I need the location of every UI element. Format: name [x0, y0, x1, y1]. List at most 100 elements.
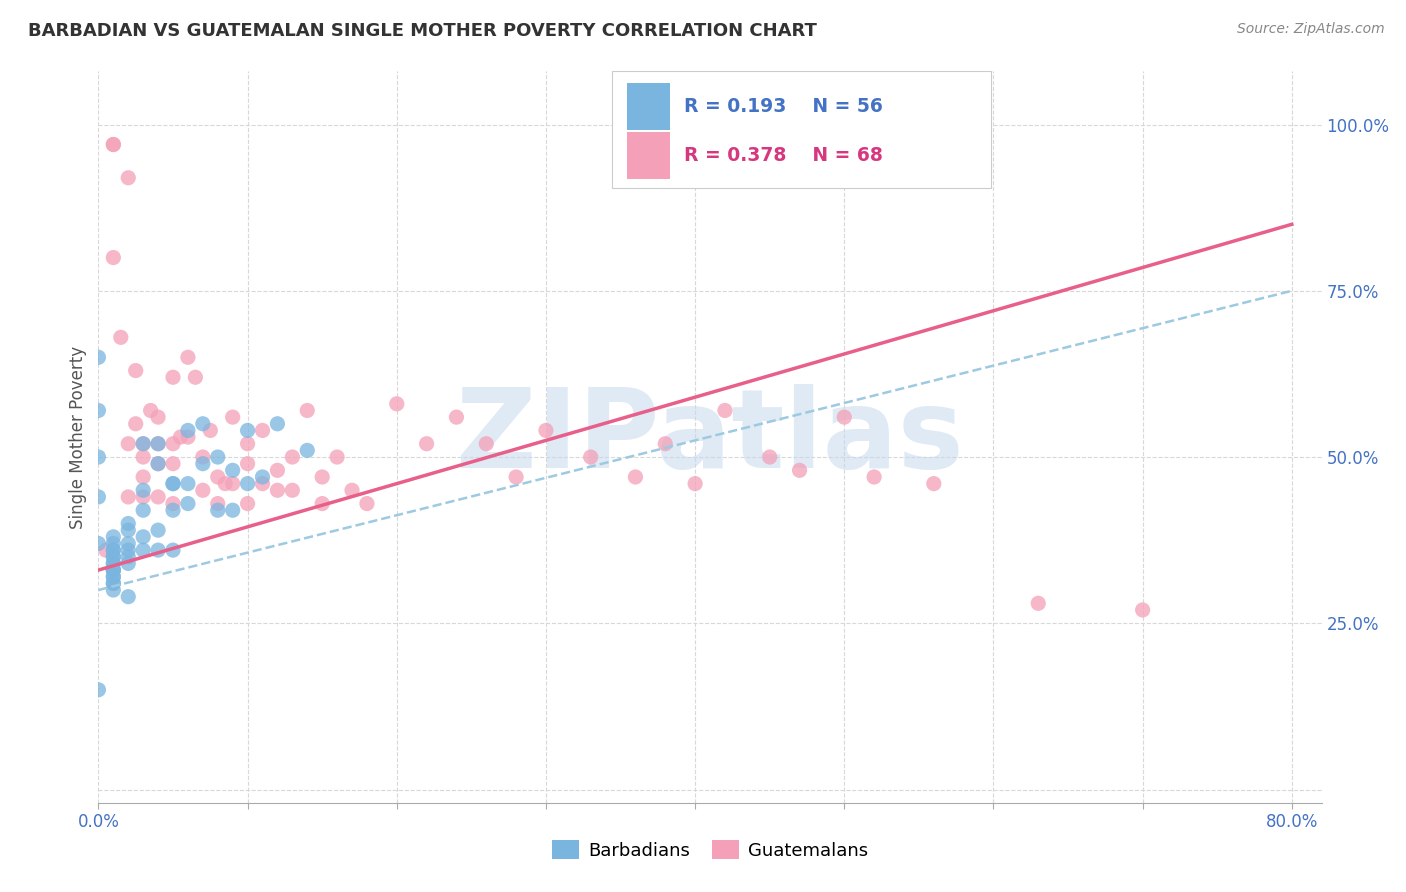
Point	[87, 536, 110, 550]
Text: BARBADIAN VS GUATEMALAN SINGLE MOTHER POVERTY CORRELATION CHART: BARBADIAN VS GUATEMALAN SINGLE MOTHER PO…	[28, 22, 817, 40]
Point	[281, 450, 304, 464]
Point	[103, 576, 125, 591]
Point	[297, 403, 319, 417]
Point	[103, 536, 125, 550]
Point	[132, 490, 155, 504]
Point	[103, 530, 125, 544]
Point	[117, 557, 139, 571]
Point	[146, 457, 169, 471]
Point	[103, 251, 125, 265]
Point	[103, 563, 125, 577]
Point	[162, 503, 184, 517]
Point	[117, 436, 139, 450]
Point	[103, 557, 125, 571]
Point	[162, 457, 184, 471]
Point	[117, 536, 139, 550]
Y-axis label: Single Mother Poverty: Single Mother Poverty	[69, 345, 87, 529]
Point	[162, 497, 184, 511]
Point	[132, 543, 155, 558]
Point	[103, 563, 125, 577]
Point	[683, 476, 706, 491]
Point	[103, 137, 125, 152]
Point	[191, 483, 214, 498]
Point	[177, 497, 200, 511]
Point	[297, 443, 319, 458]
Text: ZIPatlas: ZIPatlas	[456, 384, 965, 491]
Point	[221, 410, 243, 425]
FancyBboxPatch shape	[612, 71, 991, 188]
Point	[169, 430, 191, 444]
Point	[863, 470, 886, 484]
Point	[579, 450, 602, 464]
Point	[236, 476, 259, 491]
Point	[654, 436, 676, 450]
Legend: Barbadians, Guatemalans: Barbadians, Guatemalans	[546, 833, 875, 867]
Point	[177, 430, 200, 444]
Point	[146, 436, 169, 450]
Point	[385, 397, 408, 411]
Point	[139, 403, 162, 417]
Point	[266, 483, 288, 498]
Text: R = 0.193    N = 56: R = 0.193 N = 56	[685, 97, 883, 116]
Point	[236, 457, 259, 471]
Point	[252, 476, 274, 491]
Point	[177, 351, 200, 365]
Point	[177, 476, 200, 491]
Point	[87, 403, 110, 417]
Point	[162, 476, 184, 491]
Point	[117, 170, 139, 185]
Point	[103, 563, 125, 577]
Point	[200, 424, 222, 438]
Point	[132, 483, 155, 498]
Point	[758, 450, 780, 464]
Point	[311, 470, 333, 484]
Point	[252, 470, 274, 484]
Point	[132, 450, 155, 464]
Point	[87, 450, 110, 464]
Point	[125, 417, 148, 431]
Point	[132, 530, 155, 544]
Point	[252, 424, 274, 438]
Point	[415, 436, 437, 450]
Point	[146, 543, 169, 558]
FancyBboxPatch shape	[627, 83, 669, 130]
Point	[236, 424, 259, 438]
Point	[103, 582, 125, 597]
Point	[221, 463, 243, 477]
Point	[117, 523, 139, 537]
Point	[103, 137, 125, 152]
Point	[110, 330, 132, 344]
Point	[87, 490, 110, 504]
Point	[311, 497, 333, 511]
Point	[103, 570, 125, 584]
Point	[103, 549, 125, 564]
Point	[221, 476, 243, 491]
Point	[146, 457, 169, 471]
Point	[191, 450, 214, 464]
Point	[117, 516, 139, 531]
Point	[207, 503, 229, 517]
Point	[117, 490, 139, 504]
Point	[146, 436, 169, 450]
Point	[281, 483, 304, 498]
Text: Source: ZipAtlas.com: Source: ZipAtlas.com	[1237, 22, 1385, 37]
Point	[87, 682, 110, 697]
Point	[1026, 596, 1049, 610]
Point	[117, 549, 139, 564]
Point	[184, 370, 207, 384]
Point	[207, 470, 229, 484]
Point	[132, 503, 155, 517]
Point	[191, 417, 214, 431]
Point	[832, 410, 855, 425]
Point	[207, 450, 229, 464]
Point	[103, 570, 125, 584]
Point	[214, 476, 236, 491]
Point	[125, 363, 148, 377]
Point	[340, 483, 363, 498]
Point	[207, 497, 229, 511]
Point	[103, 543, 125, 558]
Point	[132, 436, 155, 450]
Text: R = 0.378    N = 68: R = 0.378 N = 68	[685, 146, 883, 165]
Point	[117, 590, 139, 604]
Point	[266, 463, 288, 477]
